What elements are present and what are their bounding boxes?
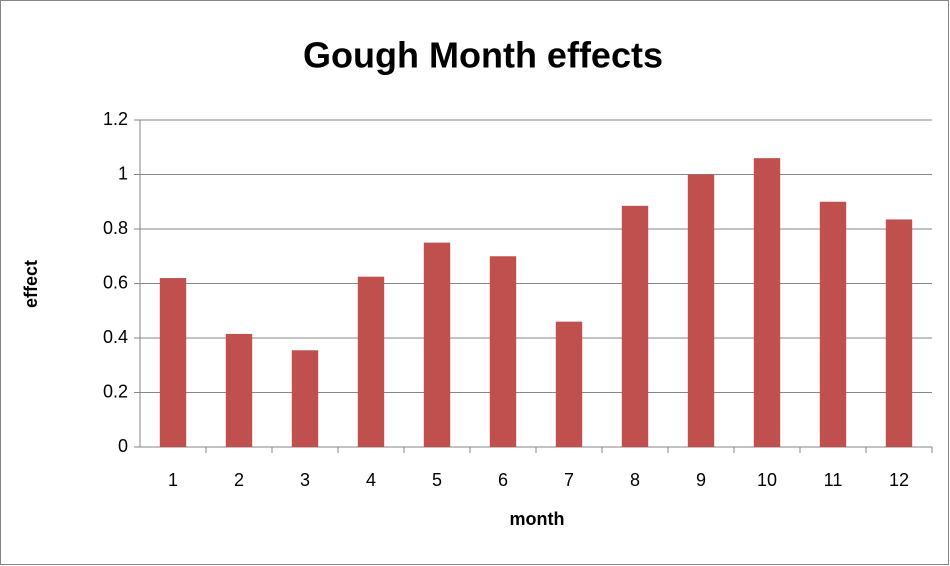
x-tick-label: 5: [432, 470, 442, 490]
x-axis-label: month: [510, 509, 565, 529]
x-tick-label: 1: [168, 470, 178, 490]
y-tick-label: 0: [118, 436, 128, 456]
bar: [423, 242, 451, 447]
bar: [819, 201, 847, 447]
y-tick-label: 0.2: [103, 381, 128, 401]
bar: [753, 158, 781, 447]
bar: [555, 321, 583, 447]
y-tick-label: 1: [118, 163, 128, 183]
x-tick-label: 8: [630, 470, 640, 490]
bar: [291, 350, 319, 447]
x-tick-label: 12: [889, 470, 909, 490]
x-tick-label: 10: [757, 470, 777, 490]
x-tick-label: 7: [564, 470, 574, 490]
bar: [489, 256, 517, 447]
x-tick-label: 11: [824, 470, 843, 490]
x-tick-label: 6: [498, 470, 508, 490]
bar: [225, 333, 253, 447]
y-tick-label: 0.4: [103, 327, 128, 347]
x-tick-label: 9: [696, 470, 706, 490]
y-tick-label: 0.8: [103, 218, 128, 238]
chart-title: Gough Month effects: [303, 35, 663, 76]
bar: [357, 276, 385, 447]
x-tick-label: 3: [300, 470, 310, 490]
x-tick-label: 2: [234, 470, 244, 490]
x-tick-label: 4: [366, 470, 376, 490]
bar: [687, 174, 715, 447]
y-axis-label: effect: [21, 260, 41, 308]
y-tick-label: 1.2: [103, 109, 128, 129]
bar: [621, 205, 649, 447]
y-tick-label: 0.6: [103, 272, 128, 292]
bar: [159, 278, 187, 447]
bar: [885, 219, 913, 447]
